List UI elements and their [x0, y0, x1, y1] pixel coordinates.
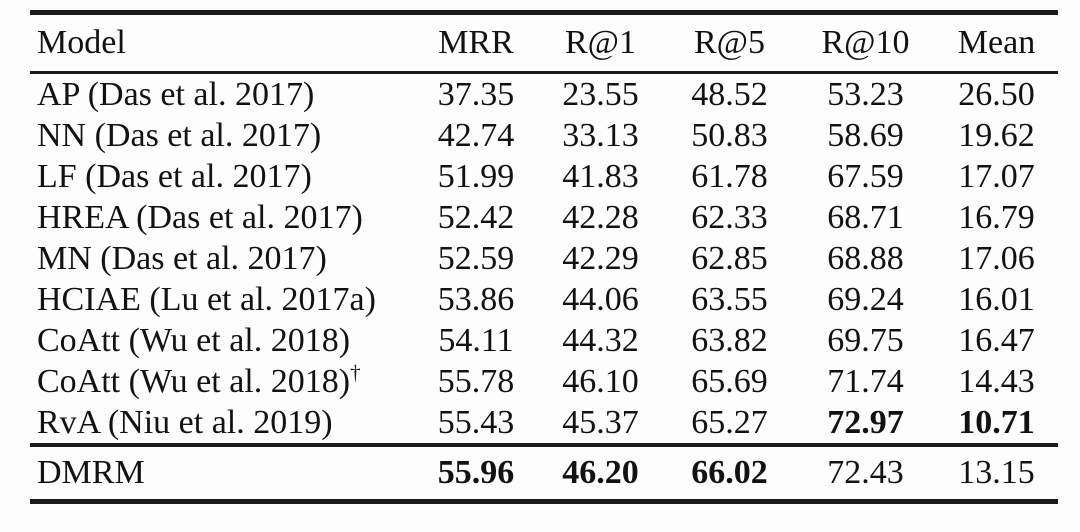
model-name: CoAtt (Wu et al. 2018) [37, 362, 351, 400]
column-header-mrr: MRR [438, 24, 514, 61]
r5-cell: 65.69 [691, 362, 768, 400]
r10-cell: 58.69 [827, 116, 904, 154]
r5-cell: 61.78 [691, 157, 768, 195]
mean-cell: 16.79 [958, 198, 1035, 236]
mrr-cell: 55.78 [437, 362, 515, 400]
mean-cell: 26.50 [958, 75, 1035, 113]
r5-cell: 62.85 [691, 239, 768, 277]
r5-cell: 50.83 [691, 116, 768, 154]
model-cell: NN (Das et al. 2017) [37, 116, 322, 154]
r10-cell: 69.75 [827, 321, 904, 359]
r10-cell: 69.24 [827, 280, 904, 318]
model-cell: LF (Das et al. 2017) [37, 157, 312, 195]
mean-cell: 13.15 [958, 454, 1035, 491]
mean-cell: 19.62 [958, 116, 1035, 154]
r10-cell: 68.88 [827, 239, 904, 277]
table-row-mn: MN (Das et al. 2017) 52.59 42.29 62.85 6… [30, 238, 1058, 279]
model-cell: HREA (Das et al. 2017) [37, 198, 363, 236]
r1-cell: 46.20 [562, 454, 639, 491]
column-header-model: Model [37, 24, 126, 61]
table-row-dmrm: DMRM 55.96 46.20 66.02 72.43 13.15 [30, 445, 1058, 502]
model-cell: CoAtt (Wu et al. 2018) [37, 321, 351, 359]
dagger-superscript: † [350, 360, 361, 385]
r10-cell: 72.43 [827, 454, 904, 491]
mean-cell: 16.47 [958, 321, 1035, 359]
r5-cell: 63.55 [691, 280, 768, 318]
model-cell: CoAtt (Wu et al. 2018)† [30, 361, 414, 402]
mean-cell: 17.07 [958, 157, 1035, 195]
table-row-hciae: HCIAE (Lu et al. 2017a) 53.86 44.06 63.5… [30, 279, 1058, 320]
r1-cell: 42.28 [562, 198, 639, 236]
model-cell: DMRM [37, 454, 145, 491]
model-cell: AP (Das et al. 2017) [37, 75, 315, 113]
r10-cell: 53.23 [827, 75, 904, 113]
mrr-cell: 53.86 [437, 280, 515, 318]
column-header-r5: R@5 [694, 24, 765, 61]
mrr-cell: 52.59 [437, 239, 515, 277]
table-row-coatt: CoAtt (Wu et al. 2018) 54.11 44.32 63.82… [30, 320, 1058, 361]
results-table: Model MRR R@1 R@5 R@10 Mean AP (Das et a… [30, 10, 1058, 504]
table-row-ap: AP (Das et al. 2017) 37.35 23.55 48.52 5… [30, 73, 1058, 116]
mean-cell: 16.01 [958, 280, 1035, 318]
table-row-nn: NN (Das et al. 2017) 42.74 33.13 50.83 5… [30, 115, 1058, 156]
r1-cell: 46.10 [562, 362, 639, 400]
mrr-cell: 51.99 [437, 157, 515, 195]
r10-cell: 71.74 [827, 362, 904, 400]
column-header-r1: R@1 [565, 24, 636, 61]
table-row-hrea: HREA (Das et al. 2017) 52.42 42.28 62.33… [30, 197, 1058, 238]
table-row-lf: LF (Das et al. 2017) 51.99 41.83 61.78 6… [30, 156, 1058, 197]
r10-cell: 67.59 [827, 157, 904, 195]
r1-cell: 42.29 [562, 239, 639, 277]
r1-cell: 44.32 [562, 321, 639, 359]
r5-cell: 62.33 [691, 198, 768, 236]
r5-cell: 63.82 [691, 321, 768, 359]
r10-cell: 72.97 [827, 403, 904, 441]
mean-cell: 17.06 [958, 239, 1035, 277]
r5-cell: 48.52 [691, 75, 768, 113]
r10-cell: 68.71 [827, 198, 904, 236]
mrr-cell: 55.43 [437, 403, 515, 441]
r1-cell: 33.13 [562, 116, 639, 154]
mean-cell: 10.71 [958, 403, 1035, 441]
table-header-row: Model MRR R@1 R@5 R@10 Mean [30, 13, 1058, 73]
r5-cell: 65.27 [691, 403, 768, 441]
column-header-mean: Mean [957, 24, 1036, 61]
mean-cell: 14.43 [958, 362, 1035, 400]
r1-cell: 41.83 [562, 157, 639, 195]
mrr-cell: 52.42 [437, 198, 515, 236]
table-row-coatt-dagger: CoAtt (Wu et al. 2018)† 55.78 46.10 65.6… [30, 361, 1058, 402]
column-header-r10: R@10 [821, 24, 910, 61]
r5-cell: 66.02 [691, 454, 768, 491]
model-cell: HCIAE (Lu et al. 2017a) [37, 280, 376, 318]
mrr-cell: 55.96 [437, 454, 515, 491]
model-cell: RvA (Niu et al. 2019) [37, 403, 333, 441]
mrr-cell: 42.74 [437, 116, 515, 154]
mrr-cell: 54.11 [438, 321, 514, 359]
r1-cell: 45.37 [562, 403, 639, 441]
r1-cell: 23.55 [562, 75, 639, 113]
table-row-rva: RvA (Niu et al. 2019) 55.43 45.37 65.27 … [30, 402, 1058, 445]
mrr-cell: 37.35 [437, 75, 515, 113]
r1-cell: 44.06 [562, 280, 639, 318]
model-cell: MN (Das et al. 2017) [37, 239, 327, 277]
